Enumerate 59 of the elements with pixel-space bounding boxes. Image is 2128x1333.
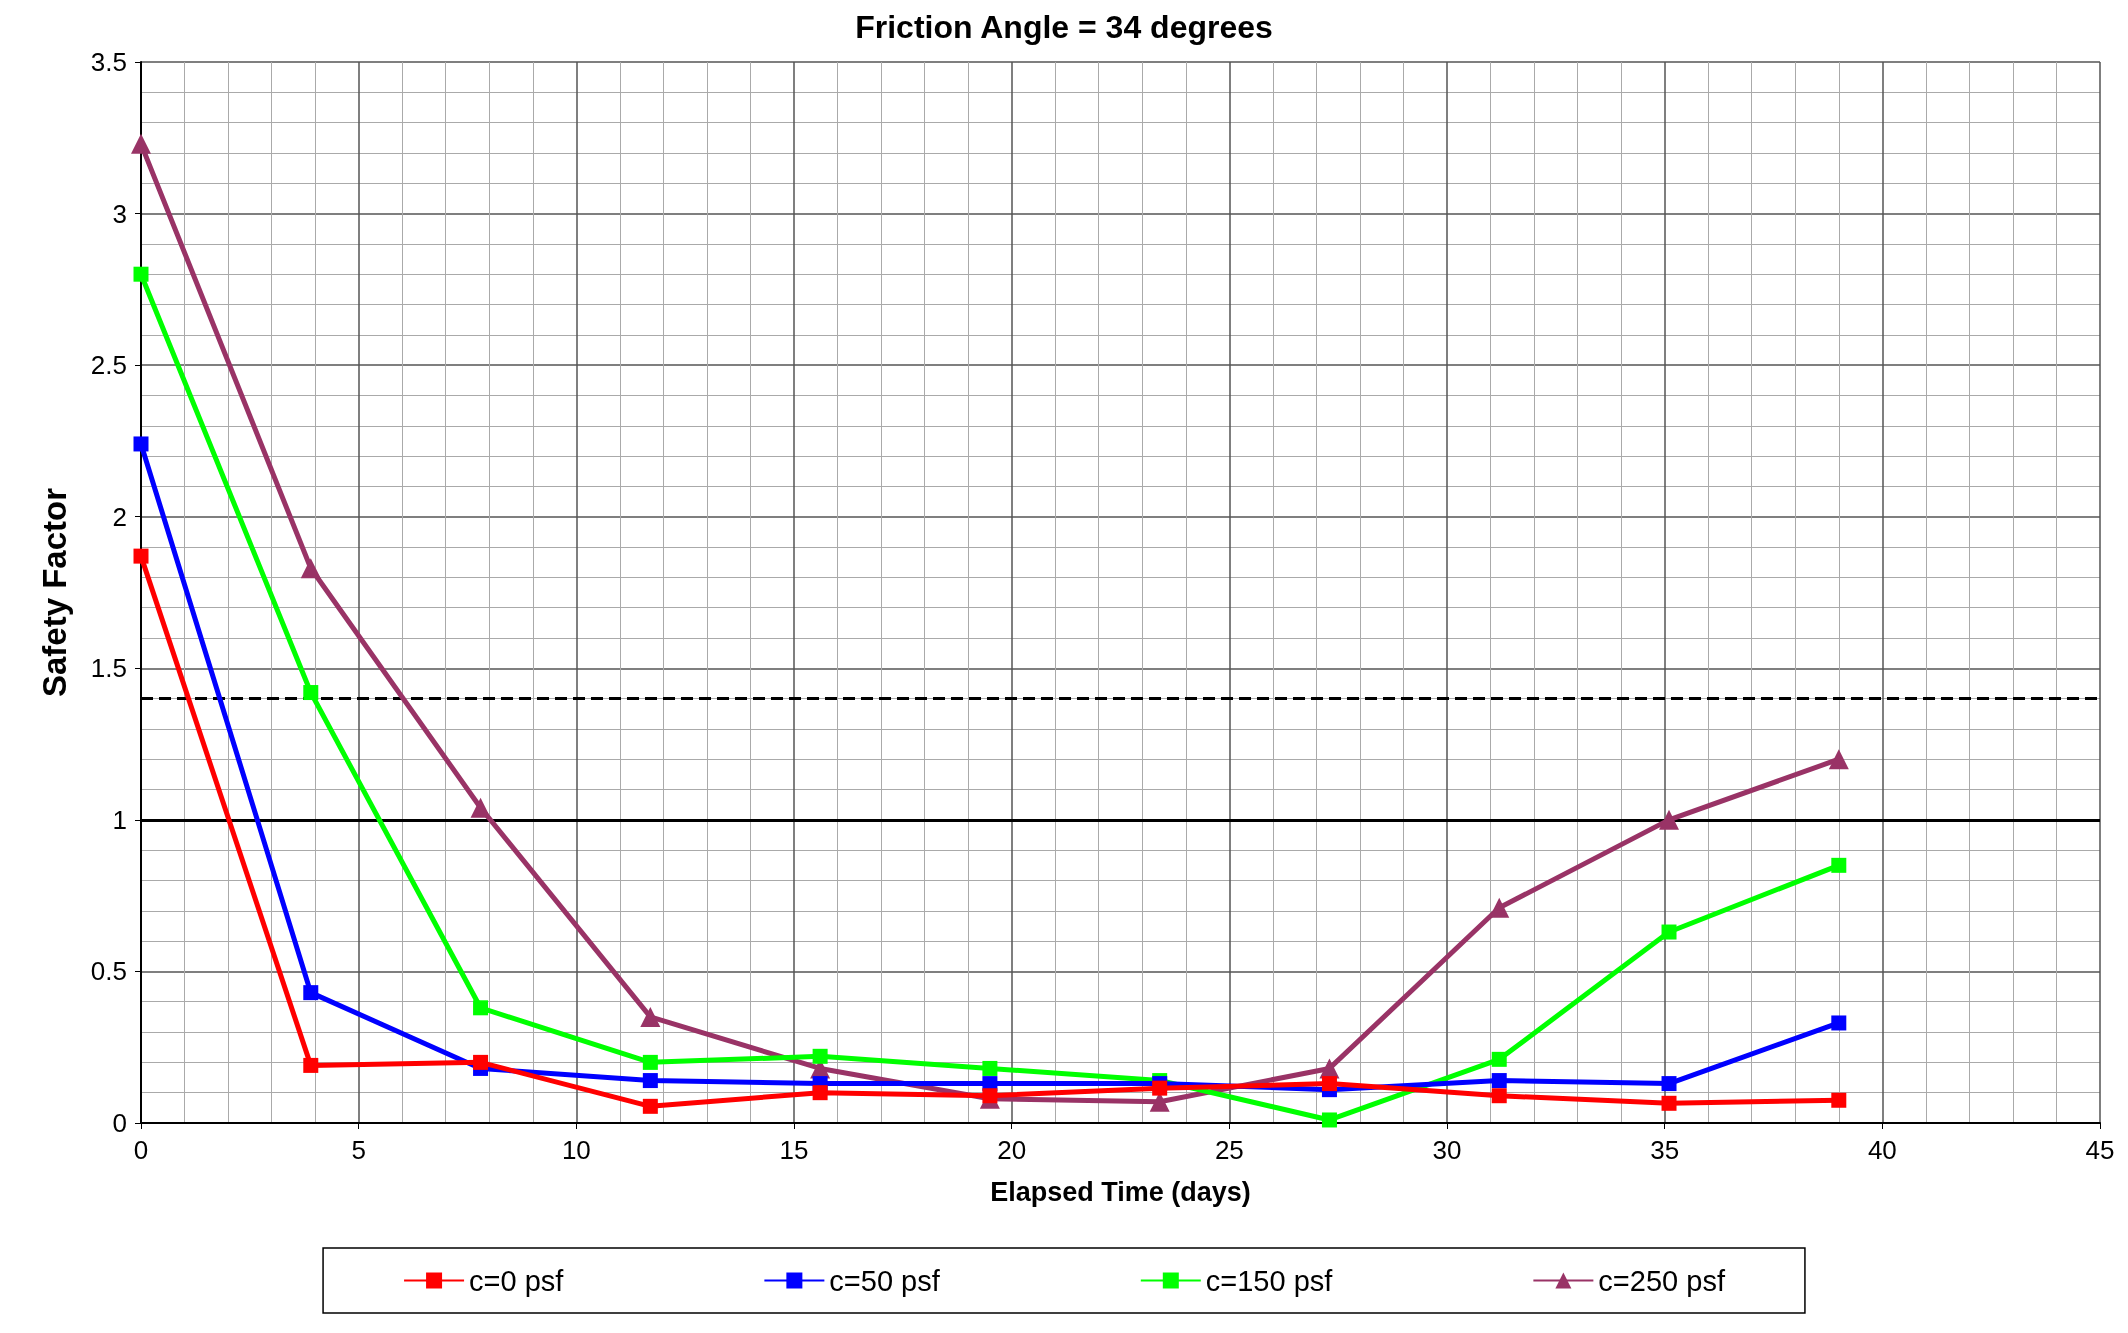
y-tick-label: 3.5 xyxy=(90,47,127,77)
x-tick-label: 35 xyxy=(1650,1135,1680,1165)
y-tick-label: 0.5 xyxy=(90,956,127,987)
x-tick-label: 0 xyxy=(133,1135,149,1165)
point xyxy=(1491,1051,1507,1067)
point xyxy=(133,266,149,282)
point xyxy=(133,548,149,564)
legend-label: c=250 psf xyxy=(1598,1264,1726,1297)
point xyxy=(1659,809,1680,830)
x-tick-label: 30 xyxy=(1432,1135,1462,1165)
point xyxy=(473,1000,489,1016)
point xyxy=(1831,1092,1847,1108)
point xyxy=(1661,1076,1677,1092)
point xyxy=(982,1088,998,1104)
point xyxy=(1489,897,1510,918)
point xyxy=(812,1048,828,1064)
point xyxy=(812,1085,828,1101)
x-tick-label: 40 xyxy=(1867,1135,1897,1165)
y-tick-label: 2 xyxy=(112,501,127,532)
x-axis-title: Elapsed Time (days) xyxy=(990,1176,1251,1207)
y-tick-label: 2.5 xyxy=(90,350,127,381)
point xyxy=(1321,1112,1337,1128)
point xyxy=(133,436,149,452)
point xyxy=(1828,749,1849,770)
point xyxy=(303,685,319,701)
point xyxy=(1661,1095,1677,1111)
y-axis-title: Safety Factor xyxy=(36,487,73,698)
point xyxy=(642,1054,658,1070)
y-tick-label: 3 xyxy=(112,198,127,229)
x-tick-label: 15 xyxy=(779,1135,809,1165)
point xyxy=(131,133,151,154)
y-tick-label: 1 xyxy=(112,804,127,835)
point xyxy=(473,1054,489,1070)
point xyxy=(303,985,319,1001)
point xyxy=(1831,857,1847,873)
point xyxy=(1491,1073,1507,1089)
point xyxy=(470,797,491,818)
point xyxy=(1491,1088,1507,1104)
x-tick-label: 45 xyxy=(2085,1135,2115,1165)
y-tick-label: 1.5 xyxy=(90,653,127,684)
legend-label: c=50 psf xyxy=(829,1264,941,1297)
x-tick-label: 5 xyxy=(351,1135,366,1165)
point xyxy=(1661,924,1677,940)
chart-title: Friction Angle = 34 degrees xyxy=(855,9,1273,45)
point xyxy=(1152,1080,1168,1096)
point xyxy=(1831,1015,1847,1031)
point xyxy=(640,1006,661,1027)
legend-label: c=150 psf xyxy=(1205,1264,1334,1297)
x-tick-label: 25 xyxy=(1214,1135,1244,1165)
point xyxy=(642,1073,658,1089)
legend-label: c=0 psf xyxy=(469,1264,565,1297)
x-tick-label: 20 xyxy=(997,1135,1027,1165)
point xyxy=(982,1060,998,1076)
point xyxy=(303,1057,319,1073)
point xyxy=(642,1098,658,1114)
y-tick-label: 0 xyxy=(112,1108,127,1138)
point xyxy=(1321,1076,1337,1092)
point xyxy=(300,558,321,579)
x-tick-label: 10 xyxy=(561,1135,591,1165)
